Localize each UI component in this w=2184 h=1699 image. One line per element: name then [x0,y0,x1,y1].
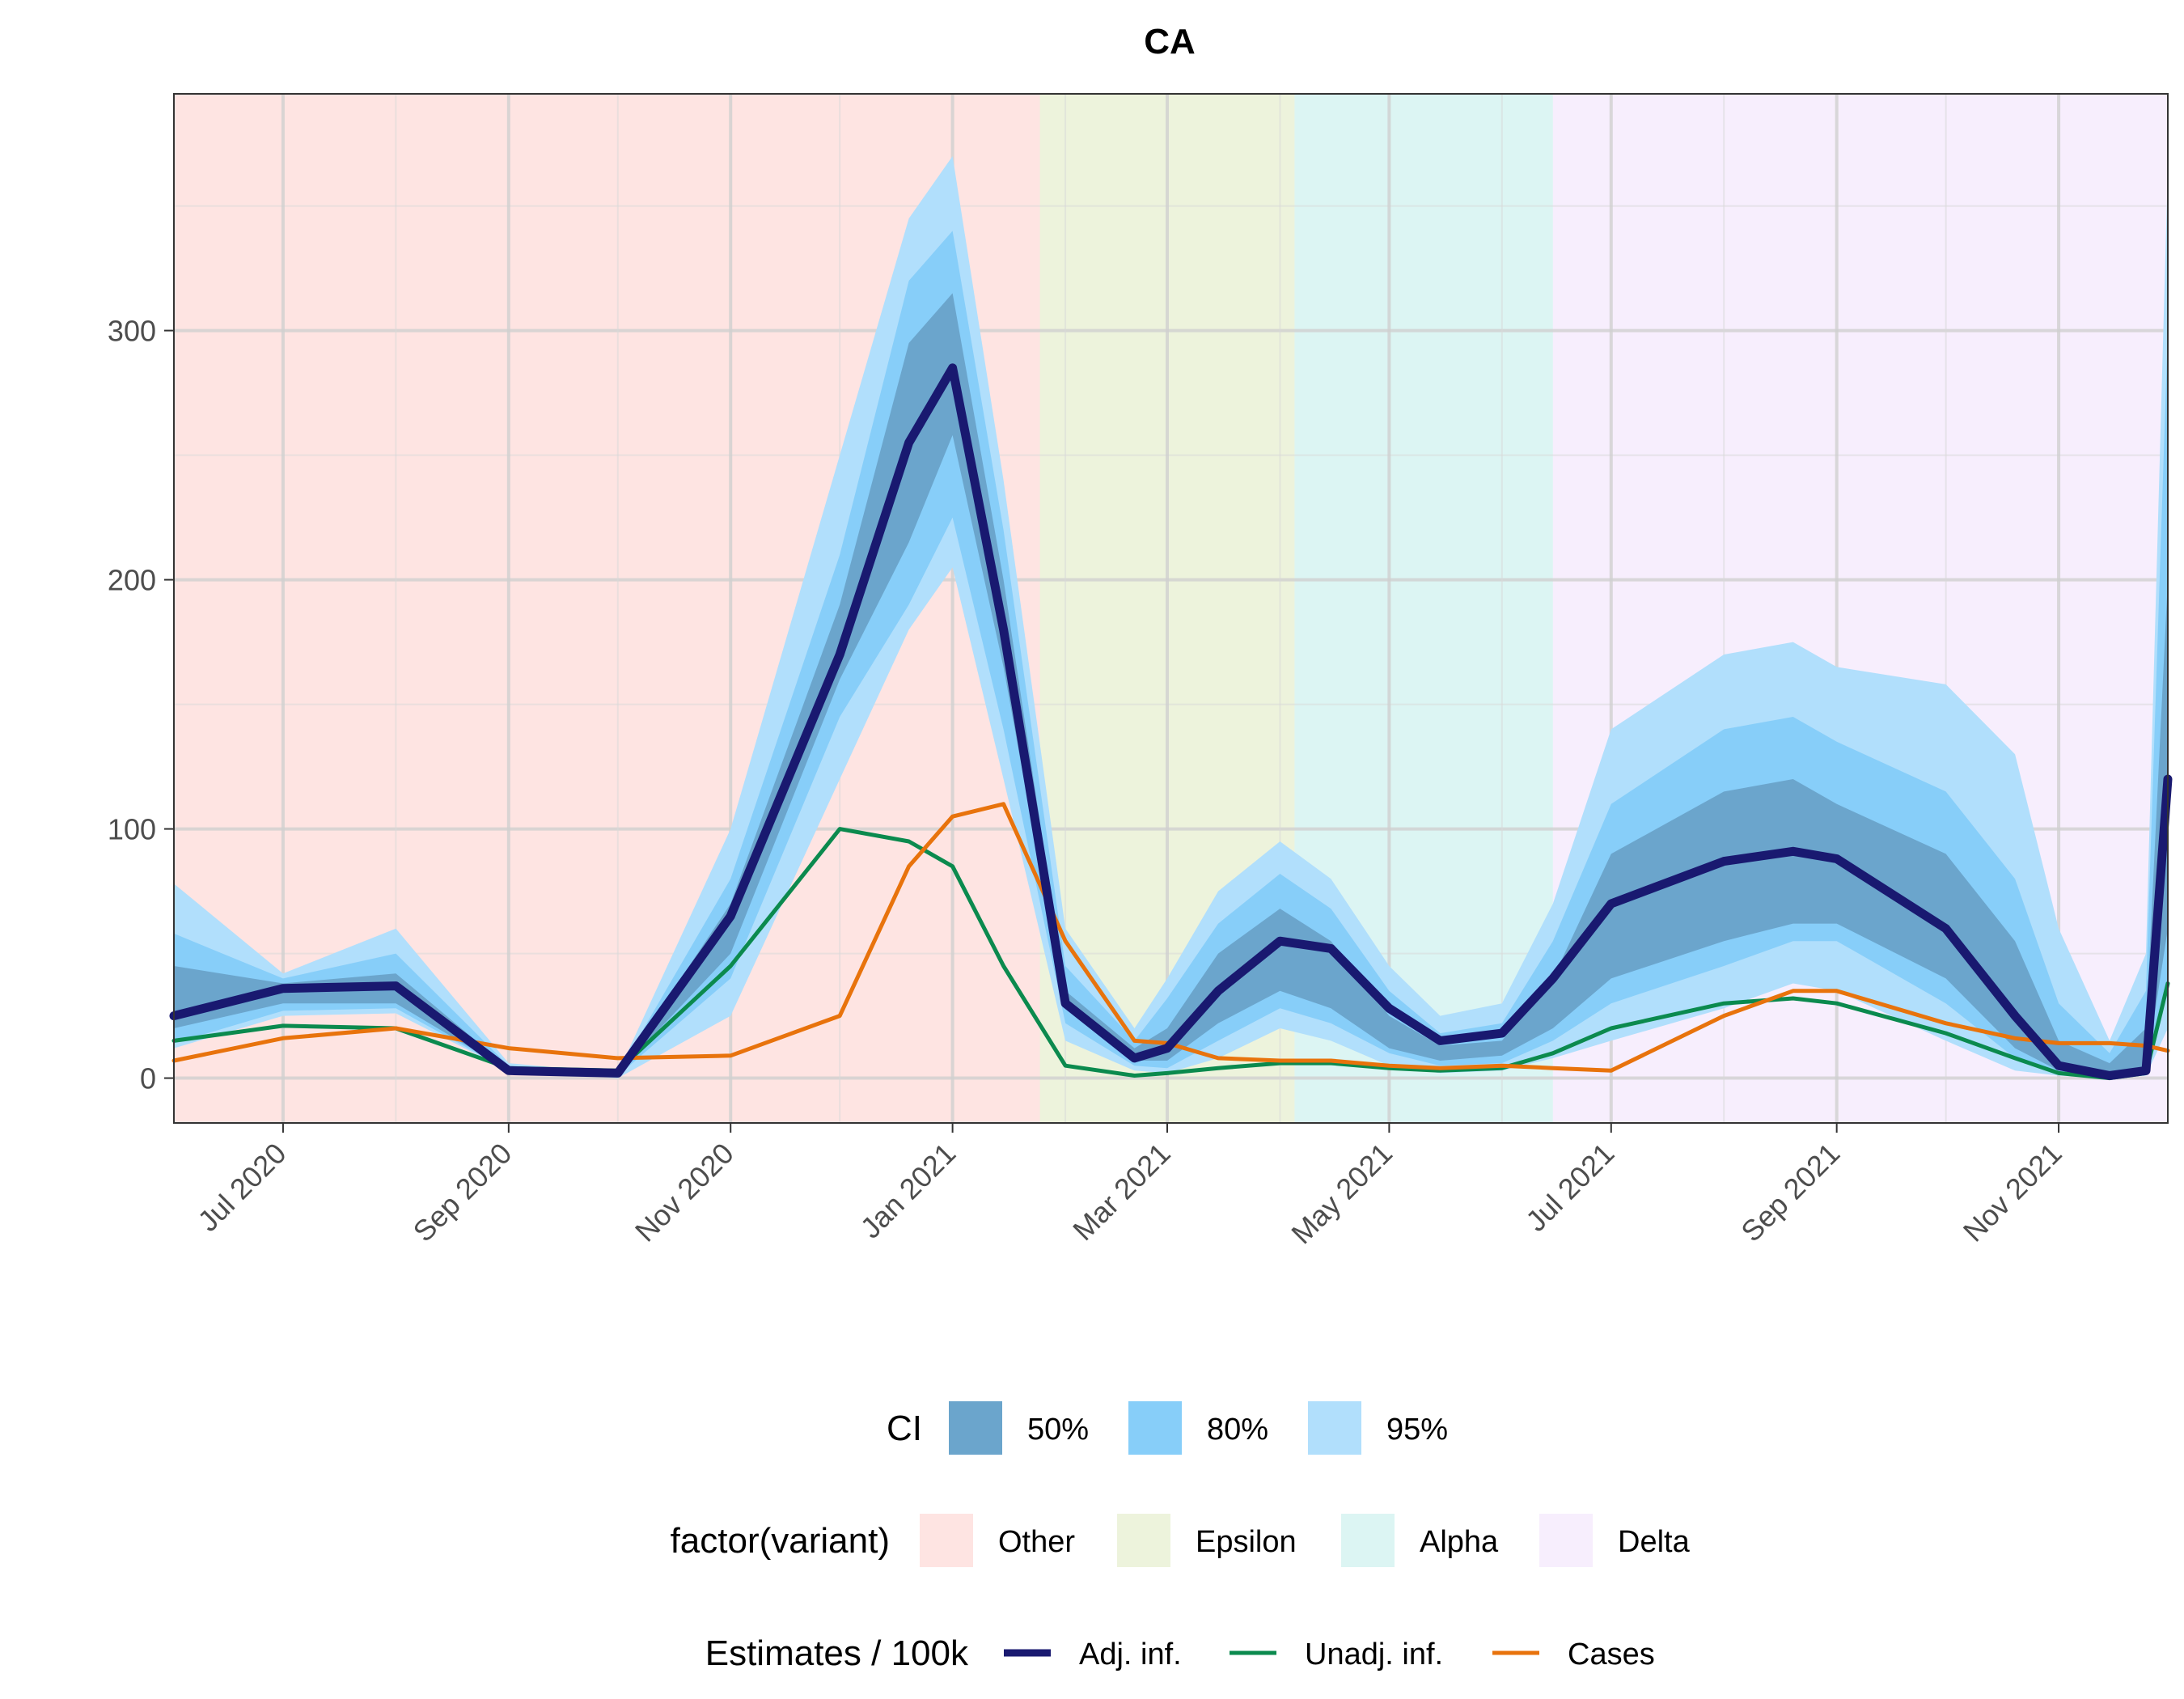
legend-label: Other [998,1525,1075,1559]
legend-label: Delta [1618,1525,1691,1559]
x-tick-label: Mar 2021 [1066,1137,1177,1248]
x-tick-label: May 2021 [1285,1137,1399,1251]
x-tick-label: Sep 2021 [1734,1137,1846,1248]
legend-key [1341,1514,1395,1567]
legend-variant: factor(variant) Other Epsilon Alpha Delta [671,1514,1691,1567]
legend-key [1539,1514,1593,1567]
x-tick-label: Nov 2021 [1957,1137,2068,1248]
legend-key [949,1401,1002,1455]
legend-estimates: Estimates / 100k Adj. inf. Unadj. inf. Cas… [705,1633,1655,1673]
x-tick-label: Jul 2021 [1519,1137,1620,1238]
legend-key [1128,1401,1182,1455]
legend-label: Epsilon [1196,1525,1297,1559]
panel-border [173,93,2169,1124]
plot-panel [169,93,2173,1124]
series-line-adj-inf [169,363,2173,1080]
y-tick-label: 0 [140,1062,156,1095]
legend-key [1308,1401,1361,1455]
y-tick-label: 300 [108,315,156,348]
legend-label: Alpha [1420,1525,1499,1559]
legend-label: 50% [1027,1413,1089,1447]
legend-label: Unadj. inf. [1305,1638,1443,1671]
series-line-unadj-inf [171,827,2170,1081]
x-tick-label: Nov 2020 [629,1137,740,1248]
x-tick-label: Jul 2020 [191,1137,292,1238]
y-tick-label: 100 [108,813,156,846]
legend-estimates-title: Estimates / 100k [705,1633,969,1673]
legend-variant-title: factor(variant) [671,1521,890,1561]
series-lines [169,363,2173,1081]
legend-ci-title: CI [887,1409,922,1448]
legend-key [1117,1514,1170,1567]
legend-label: 95% [1386,1413,1448,1447]
x-tick-label: Jan 2021 [854,1137,963,1245]
chart-title: CA [1144,22,1196,61]
y-tick-label: 200 [108,564,156,597]
legend-key [920,1514,973,1567]
series-line-cases [171,802,2170,1073]
x-axis: Jul 2020 Sep 2020 Nov 2020 Jan 2021 Mar 2021… [191,1123,2068,1250]
legend-label: Cases [1568,1638,1655,1671]
x-tick-label: Sep 2020 [406,1137,518,1248]
legend-ci: CI 50% 80% 95% [887,1401,1448,1455]
y-axis: 0 100 200 300 [108,315,174,1095]
legend-label: Adj. inf. [1079,1638,1182,1671]
legend-label: 80% [1207,1413,1268,1447]
